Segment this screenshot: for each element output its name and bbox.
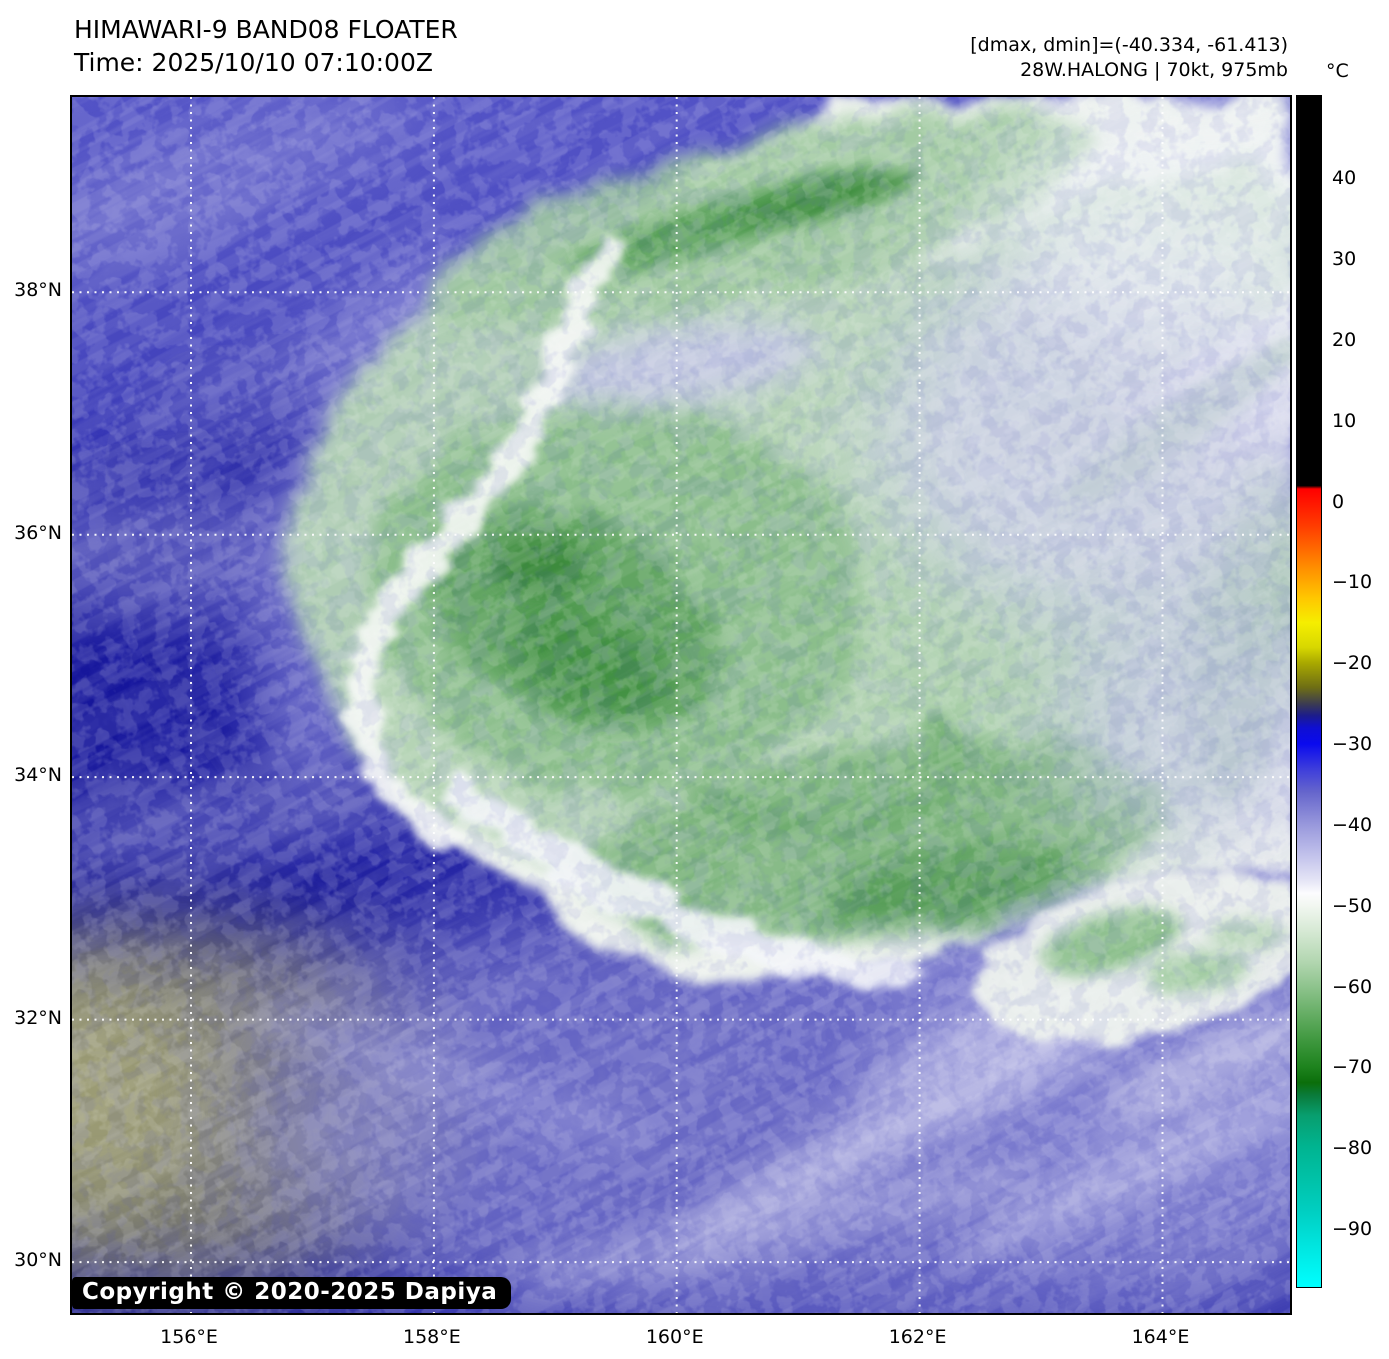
colorbar-tick-label: 10 — [1332, 409, 1357, 432]
x-tick-label: 164°E — [1131, 1326, 1190, 1348]
x-tick-label: 156°E — [160, 1326, 218, 1348]
colorbar-tick-label: −60 — [1332, 975, 1373, 998]
colorbar-tick-label: −20 — [1332, 652, 1373, 675]
colorbar-tick-label: 0 — [1332, 490, 1345, 513]
x-tick-label: 160°E — [645, 1326, 704, 1348]
gridlines-layer — [72, 97, 1290, 1313]
colorbar-tick-label: 20 — [1332, 328, 1357, 351]
y-tick-label: 32°N — [14, 1006, 62, 1029]
x-tick-label: 162°E — [888, 1326, 947, 1348]
y-tick-label: 30°N — [14, 1249, 62, 1272]
satellite-image — [72, 97, 1290, 1313]
y-tick-label: 36°N — [14, 521, 62, 544]
colorbar-tick-label: 30 — [1332, 248, 1357, 271]
annotation-block: [dmax, dmin]=(-40.334, -61.413) 28W.HALO… — [970, 33, 1288, 83]
timestamp: Time: 2025/10/10 07:10:00Z — [74, 47, 433, 77]
colorbar-tick-label: 40 — [1332, 167, 1357, 190]
page-title: HIMAWARI-9 BAND08 FLOATER — [74, 15, 458, 44]
storm-annotation: 28W.HALONG | 70kt, 975mb — [1020, 59, 1288, 82]
colorbar-gradient — [1296, 95, 1322, 1288]
colorbar-tick-label: −10 — [1332, 571, 1373, 594]
y-tick-label: 34°N — [14, 764, 62, 787]
y-tick-label: 38°N — [14, 279, 62, 302]
colorbar-tick-label: −80 — [1332, 1137, 1373, 1160]
colorbar-unit-label: °C — [1326, 60, 1349, 82]
dmax-dmin-annotation: [dmax, dmin]=(-40.334, -61.413) — [970, 34, 1288, 56]
colorbar-tick-label: −70 — [1332, 1056, 1373, 1079]
copyright-badge: Copyright © 2020-2025 Dapiya — [72, 1277, 512, 1309]
colorbar-tick-label: −30 — [1332, 733, 1373, 756]
colorbar-tick-label: −90 — [1332, 1217, 1373, 1240]
title-block: HIMAWARI-9 BAND08 FLOATER Time: 2025/10/… — [74, 14, 458, 79]
colorbar-tick-label: −40 — [1332, 813, 1373, 836]
x-tick-label: 158°E — [402, 1326, 461, 1348]
satellite-map: Copyright © 2020-2025 Dapiya — [70, 95, 1292, 1315]
colorbar-tick-label: −50 — [1332, 894, 1373, 917]
cloud-art — [72, 97, 1290, 1313]
